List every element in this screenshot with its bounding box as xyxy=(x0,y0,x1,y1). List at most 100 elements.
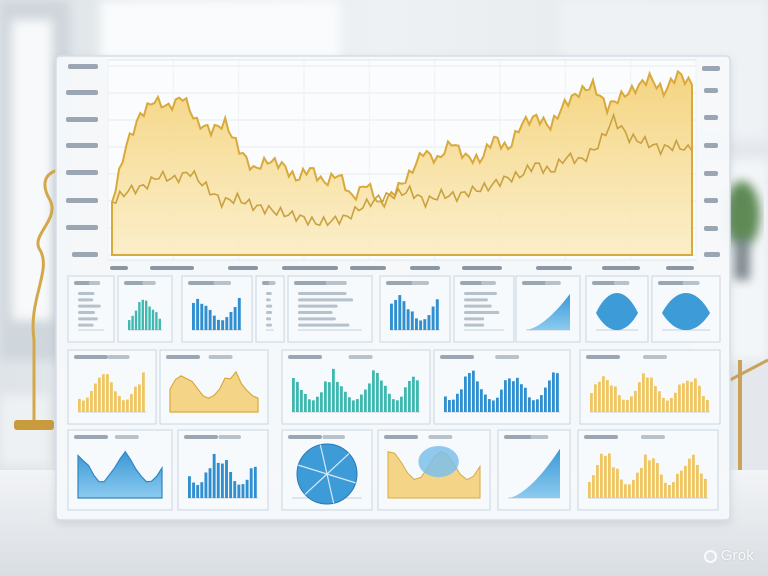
mini-bar xyxy=(632,479,635,498)
mini-bar xyxy=(300,389,303,412)
mini-bar xyxy=(480,389,483,412)
mini-panel-label xyxy=(658,281,686,285)
mini-bar xyxy=(134,310,138,330)
mini-text-line xyxy=(464,304,492,308)
plant-decoration xyxy=(724,181,760,280)
mini-bar xyxy=(148,306,151,330)
mini-bar xyxy=(388,393,391,412)
mini-bar xyxy=(614,386,617,412)
mini-bar xyxy=(492,400,495,412)
mini-panel-label xyxy=(114,435,139,439)
mini-text-line xyxy=(78,323,94,327)
watermark: Grok xyxy=(703,547,754,564)
mini-area xyxy=(77,450,163,499)
mini-chart-panel xyxy=(255,275,285,343)
mini-bar xyxy=(484,394,487,412)
mini-bar xyxy=(616,468,619,498)
mini-text-line xyxy=(266,304,273,308)
mini-bar xyxy=(364,389,367,412)
mini-bar xyxy=(419,320,423,330)
mini-text-line xyxy=(266,317,272,321)
mini-bar xyxy=(233,481,237,498)
mini-bar xyxy=(324,381,327,412)
mini-bar xyxy=(212,453,216,498)
mini-bar xyxy=(600,453,603,498)
mini-bar xyxy=(296,381,299,412)
mini-chart-panel xyxy=(287,275,373,343)
mini-bar xyxy=(664,482,667,498)
mini-bar xyxy=(204,305,208,330)
mini-panel-label xyxy=(74,435,108,439)
mini-bar xyxy=(448,400,451,412)
mini-pie-slice xyxy=(298,464,328,475)
mini-bar xyxy=(452,399,455,412)
mini-bar xyxy=(308,399,311,412)
mini-text-line xyxy=(78,317,98,321)
mini-panel-label xyxy=(184,435,218,439)
mini-chart-panel xyxy=(281,349,431,425)
mini-bubble xyxy=(418,446,459,478)
mini-panel-label xyxy=(208,355,233,359)
mini-bar xyxy=(196,484,200,498)
mini-bar xyxy=(404,387,407,412)
mini-panel-frame xyxy=(453,275,515,343)
mini-panel-label xyxy=(428,435,453,439)
mini-bar xyxy=(360,394,363,412)
mini-pie-slice xyxy=(326,453,350,475)
mini-bar xyxy=(444,396,447,412)
mini-bar xyxy=(380,380,383,412)
mini-bar xyxy=(706,399,709,412)
mini-chart-panel xyxy=(497,429,571,511)
mini-panel-label xyxy=(74,355,108,359)
mini-bar xyxy=(142,372,145,412)
lower-line-series xyxy=(111,112,693,227)
mini-bar xyxy=(340,386,343,412)
mini-bar xyxy=(130,394,133,412)
mini-bar xyxy=(106,374,109,412)
mini-bar xyxy=(590,393,593,412)
mini-bar xyxy=(400,396,403,412)
mini-bar xyxy=(496,397,499,412)
mini-panel-label xyxy=(440,355,474,359)
mini-bar xyxy=(642,373,645,412)
mini-chart-panel xyxy=(177,429,269,511)
mini-bar xyxy=(225,317,229,330)
mini-bar xyxy=(110,382,113,412)
mini-bar xyxy=(464,376,467,412)
mini-bar xyxy=(114,391,117,412)
mini-bar xyxy=(233,307,237,330)
mini-chart-panel xyxy=(433,349,571,425)
mini-bar xyxy=(102,374,105,412)
section-label-strip xyxy=(110,266,694,270)
mini-bar xyxy=(524,387,527,412)
mini-bar xyxy=(118,395,121,412)
mini-bar xyxy=(212,315,216,330)
mini-bar xyxy=(598,381,601,412)
mini-text-line xyxy=(464,298,488,302)
mini-bar xyxy=(668,484,671,498)
mini-bar xyxy=(692,454,695,498)
mini-bar xyxy=(217,319,220,330)
mini-bar xyxy=(688,458,691,498)
mini-bar xyxy=(660,474,663,498)
mini-text-line xyxy=(78,311,95,314)
mini-chart-panel xyxy=(453,275,515,343)
mini-bar xyxy=(90,391,93,412)
mini-pie-slice xyxy=(326,473,356,484)
mini-bar xyxy=(320,392,323,412)
mini-lens-shape xyxy=(596,293,638,331)
mini-chart-panel xyxy=(117,275,173,343)
mini-pie-slice xyxy=(326,473,335,504)
mini-bar xyxy=(504,380,507,412)
mini-chart-panel xyxy=(67,349,157,425)
mini-bar xyxy=(316,396,319,412)
mini-bar xyxy=(208,468,212,498)
mini-panel-label xyxy=(641,435,665,439)
mini-chart-panel xyxy=(515,275,581,343)
mini-bar xyxy=(249,468,253,498)
mini-bar xyxy=(622,399,625,412)
mini-bar xyxy=(241,484,245,498)
mini-text-line xyxy=(464,311,500,314)
mini-bar xyxy=(394,299,398,330)
mini-panel-label xyxy=(586,355,620,359)
